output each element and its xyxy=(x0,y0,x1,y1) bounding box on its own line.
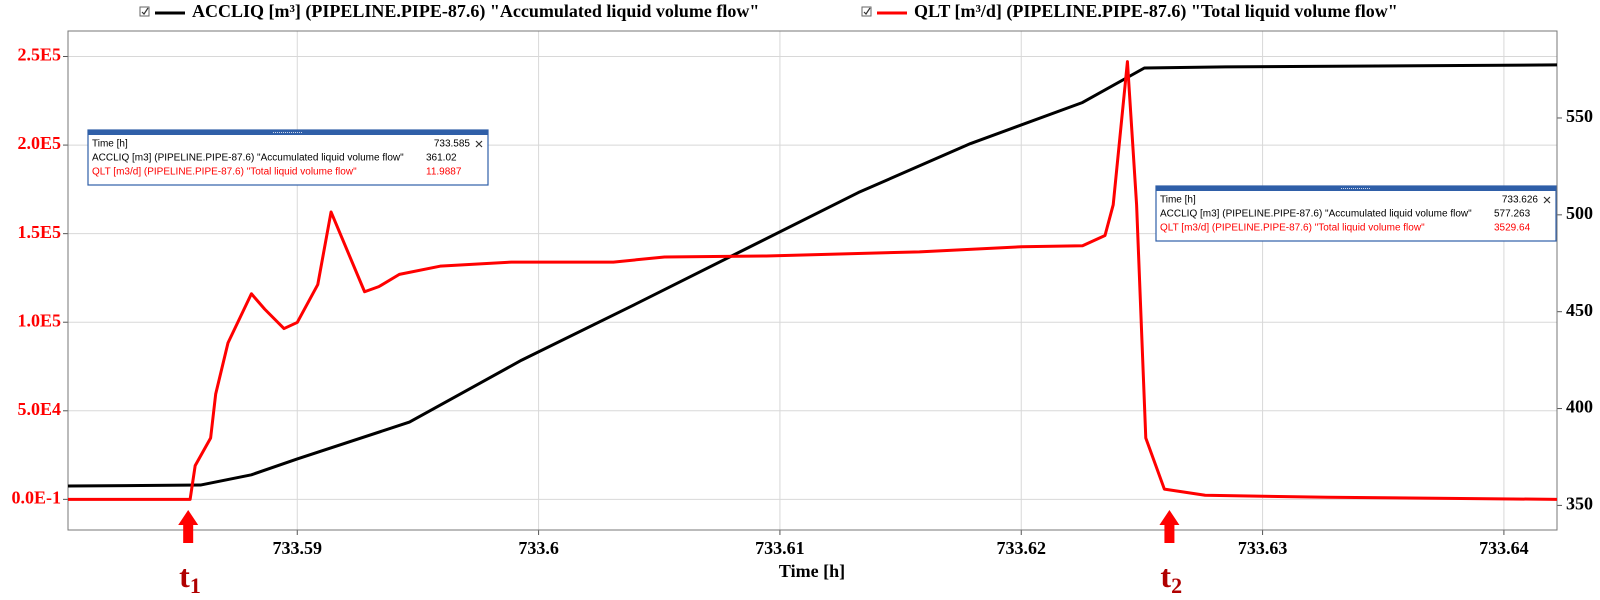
tooltip-label: Time [h] xyxy=(92,139,128,150)
annotation-arrow xyxy=(1159,510,1180,543)
annotation-text: t xyxy=(179,558,190,594)
x-tick-label: 733.62 xyxy=(996,538,1046,558)
x-tick-label: 733.64 xyxy=(1479,538,1529,558)
x-axis-label: Time [h] xyxy=(779,561,845,581)
legend-label: ACCLIQ [m³] (PIPELINE.PIPE-87.6) "Accumu… xyxy=(192,1,759,22)
x-tick-label: 733.61 xyxy=(755,538,805,558)
annotation-subscript: 1 xyxy=(190,573,201,598)
tooltip-label: ACCLIQ [m3] (PIPELINE.PIPE-87.6) "Accumu… xyxy=(1160,209,1472,220)
x-tick-label: 733.6 xyxy=(518,538,559,558)
tooltip-value: 11.9887 xyxy=(426,167,462,178)
tooltip-value: 577.263 xyxy=(1494,209,1531,220)
x-tick-label: 733.59 xyxy=(273,538,323,558)
y-tick-label: 1.5E5 xyxy=(17,222,61,242)
y-tick-label: 5.0E4 xyxy=(17,399,61,419)
legend-checkbox[interactable] xyxy=(139,6,150,17)
annotation-text: t xyxy=(1160,558,1171,594)
y2-tick-label: 350 xyxy=(1566,494,1593,514)
annotation-arrow xyxy=(178,510,199,543)
annotation-label: t1 xyxy=(179,558,201,598)
annotation-subscript: 2 xyxy=(1171,573,1182,598)
tooltip-label: QLT [m3/d] (PIPELINE.PIPE-87.6) "Total l… xyxy=(92,167,357,178)
y2-tick-label: 450 xyxy=(1566,300,1593,320)
tooltip-value: 361.02 xyxy=(426,153,457,164)
tooltip-value: 3529.64 xyxy=(1494,223,1531,234)
y2-tick-label: 550 xyxy=(1566,106,1593,126)
y-tick-label: 0.0E-1 xyxy=(12,487,62,507)
legend-check xyxy=(863,7,871,15)
legend-check xyxy=(141,7,149,15)
plot-frame xyxy=(67,30,1558,531)
y-tick-label: 2.0E5 xyxy=(17,133,61,153)
series-line xyxy=(68,60,1558,501)
annotation-label: t2 xyxy=(1160,558,1182,598)
tooltip-close[interactable] xyxy=(475,140,483,148)
legend-checkbox[interactable] xyxy=(861,6,872,17)
y2-tick-label: 500 xyxy=(1566,203,1593,223)
y-tick-label: 1.0E5 xyxy=(17,310,61,330)
tooltip-label: Time [h] xyxy=(1160,195,1196,206)
tooltip-value: 733.626 xyxy=(1502,195,1539,206)
x-tick-label: 733.63 xyxy=(1238,538,1288,558)
tooltip-label: QLT [m3/d] (PIPELINE.PIPE-87.6) "Total l… xyxy=(1160,223,1425,234)
series-line xyxy=(67,63,1558,488)
tooltip-box xyxy=(87,129,489,186)
tooltip-label: ACCLIQ [m3] (PIPELINE.PIPE-87.6) "Accumu… xyxy=(92,153,404,164)
y2-tick-label: 400 xyxy=(1566,397,1593,417)
tooltip-value: 733.585 xyxy=(434,139,471,150)
tooltip-box xyxy=(1155,185,1557,242)
legend-label: QLT [m³/d] (PIPELINE.PIPE-87.6) "Total l… xyxy=(914,1,1398,22)
y-tick-label: 2.5E5 xyxy=(17,45,61,65)
tooltip-close[interactable] xyxy=(1543,196,1551,204)
